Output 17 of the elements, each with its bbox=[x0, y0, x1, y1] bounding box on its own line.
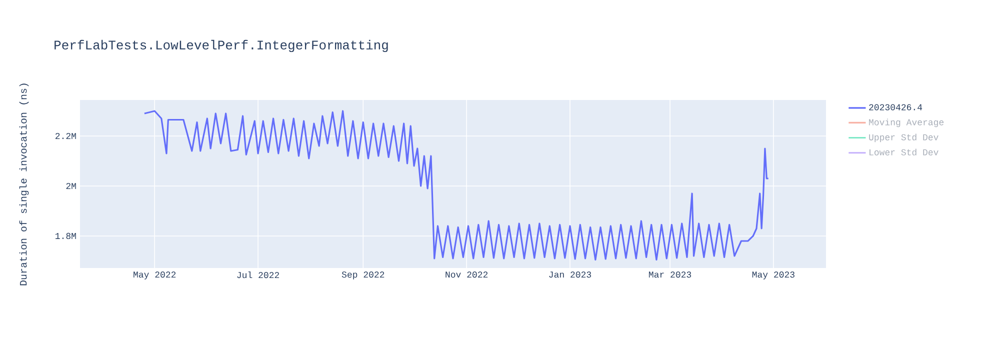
chart-title: PerfLabTests.LowLevelPerf.IntegerFormatting bbox=[54, 40, 388, 52]
x-tick-label: Mar 2023 bbox=[648, 272, 692, 278]
x-tick-label: May 2022 bbox=[134, 272, 176, 280]
y-axis-title: Duration of single invocation (ns) bbox=[19, 84, 29, 286]
line-series bbox=[144, 110, 770, 261]
legend-label: Moving Average bbox=[869, 118, 944, 128]
x-tick-label: May 2023 bbox=[752, 272, 794, 280]
y-tick-label: 2M bbox=[66, 182, 76, 189]
legend-label: Upper Std Dev bbox=[869, 134, 938, 142]
x-tick-label: Nov 2022 bbox=[446, 272, 488, 278]
x-tick-label: Jan 2023 bbox=[549, 272, 592, 278]
legend-label: Lower Std Dev bbox=[870, 148, 938, 156]
y-tick-label: 2.2M bbox=[56, 132, 76, 139]
x-tick-label: Sep 2022 bbox=[342, 272, 384, 280]
y-tick-label: 1.8M bbox=[56, 232, 76, 240]
legend-label: 20230426.4 bbox=[869, 104, 922, 110]
x-tick-label: Jul 2022 bbox=[237, 272, 279, 278]
